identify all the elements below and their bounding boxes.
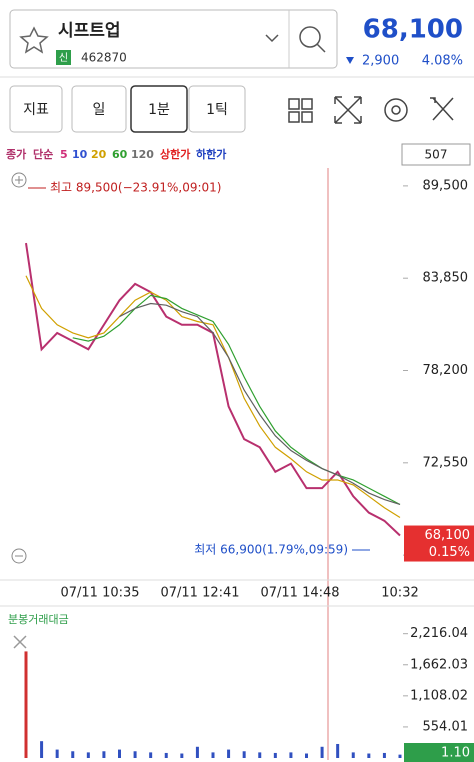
volume-bar: [382, 752, 386, 758]
volume-bar: [164, 752, 168, 758]
moving-average: [119, 302, 401, 506]
volume-bar: [398, 754, 402, 758]
search-box[interactable]: [9, 9, 338, 69]
price-tag-pct: 0.15%: [429, 545, 470, 560]
price-line: [25, 242, 401, 537]
y-tick-label: 1,662.03: [410, 657, 468, 672]
volume-bar: [24, 651, 28, 758]
volume-bar: [71, 751, 75, 758]
y-tick-label: 72,550: [423, 455, 469, 470]
volume-bar: [242, 751, 246, 758]
y-tick-label: 78,200: [423, 363, 469, 378]
badge-box: [56, 50, 71, 65]
volume-bar: [289, 752, 293, 758]
volume-bar: [55, 749, 59, 758]
y-tick-label: 554.01: [423, 719, 469, 734]
volume-bar: [320, 746, 324, 758]
toolbar-button[interactable]: [71, 85, 127, 133]
toolbar-button[interactable]: [9, 85, 63, 133]
volume-bar: [195, 746, 199, 758]
layout-icon[interactable]: [288, 111, 300, 123]
zoom-in-plus: [15, 176, 23, 184]
legend-item: 60: [112, 148, 128, 161]
y-tick-label: 89,500: [423, 178, 469, 193]
high-note: 최고 89,500(−23.91%,09:01): [50, 181, 221, 195]
toolbar-button-label: 1틱: [206, 102, 228, 118]
expand-icon[interactable]: [334, 96, 362, 124]
legend-item: 상한가: [160, 147, 190, 161]
volume-bar: [102, 751, 106, 758]
volume-bar: [367, 753, 371, 758]
volume-bar: [211, 752, 215, 758]
x-tick-label: 07/11 12:41: [160, 586, 239, 601]
volume-title: 분봉거래대금: [8, 613, 69, 626]
legend-item: 20: [91, 148, 107, 161]
x-tick-label: 07/11 14:48: [260, 586, 339, 601]
zoom-out[interactable]: [11, 548, 27, 564]
tool-icons: [288, 96, 454, 124]
volume-bar: [227, 749, 231, 758]
price-change-pct: 4.08%: [422, 54, 463, 69]
stock-code: 462870: [81, 51, 127, 65]
toolbar-button-label: 일: [93, 102, 106, 118]
y-tick-label: 2,216.04: [410, 626, 468, 641]
current-price: 68,100: [363, 15, 463, 45]
search-icon-handle: [316, 43, 326, 53]
toolbar-button[interactable]: [188, 85, 246, 133]
stock-name: 시프트업: [58, 21, 121, 41]
tools-icon[interactable]: [430, 97, 454, 121]
moving-average: [25, 275, 401, 519]
layout-icon[interactable]: [301, 111, 313, 123]
layout-icon[interactable]: [301, 98, 313, 110]
legend-item: 종가: [6, 147, 26, 161]
close-marker[interactable]: [13, 635, 27, 649]
volume-bar: [258, 752, 262, 758]
volume-bar: [336, 743, 340, 758]
badge: 신: [59, 52, 68, 64]
legend-item: 5: [60, 148, 68, 161]
y-tick-label: 1,108.02: [410, 688, 468, 703]
volume-bar: [351, 752, 355, 758]
x-tick-label: 07/11 10:35: [60, 586, 139, 601]
price-tag-value: 68,100: [425, 528, 471, 543]
legend-item: 120: [131, 148, 154, 161]
down-arrow: [346, 57, 354, 64]
volume-bar: [180, 753, 184, 758]
settings-icon-core: [391, 105, 401, 115]
volume-bar: [133, 751, 137, 758]
volume-bar: [40, 741, 44, 758]
toolbar-button-label: 지표: [23, 102, 49, 118]
volume-bar: [86, 752, 90, 758]
candle-count: 507: [425, 148, 448, 162]
favorite-star[interactable]: [19, 26, 49, 54]
count-box: [401, 143, 471, 166]
zoom-in[interactable]: [11, 172, 27, 188]
volume-bar: [118, 749, 121, 758]
moving-average: [72, 294, 401, 506]
volume-bar: [273, 752, 277, 758]
volume-tag-value: 1.10: [441, 746, 470, 761]
layout-icon[interactable]: [288, 98, 300, 110]
settings-icon[interactable]: [384, 98, 408, 122]
price-tag: [404, 525, 474, 562]
volume-tag: [404, 743, 474, 762]
price-change: 2,900: [362, 54, 399, 69]
toolbar-button[interactable]: [130, 85, 188, 133]
legend-item: 10: [72, 148, 88, 161]
x-tick-label: 10:32: [381, 586, 418, 601]
dropdown[interactable]: [265, 34, 279, 43]
search-icon[interactable]: [299, 26, 321, 48]
legend-item: 단순: [33, 147, 53, 161]
legend-item: 하한가: [196, 147, 226, 161]
volume-bar: [305, 753, 308, 758]
y-tick-label: 83,850: [423, 271, 469, 286]
low-note: 최저 66,900(1.79%,09:59): [194, 543, 348, 557]
volume-bar: [149, 752, 153, 758]
toolbar-button-label: 1분: [148, 102, 170, 118]
